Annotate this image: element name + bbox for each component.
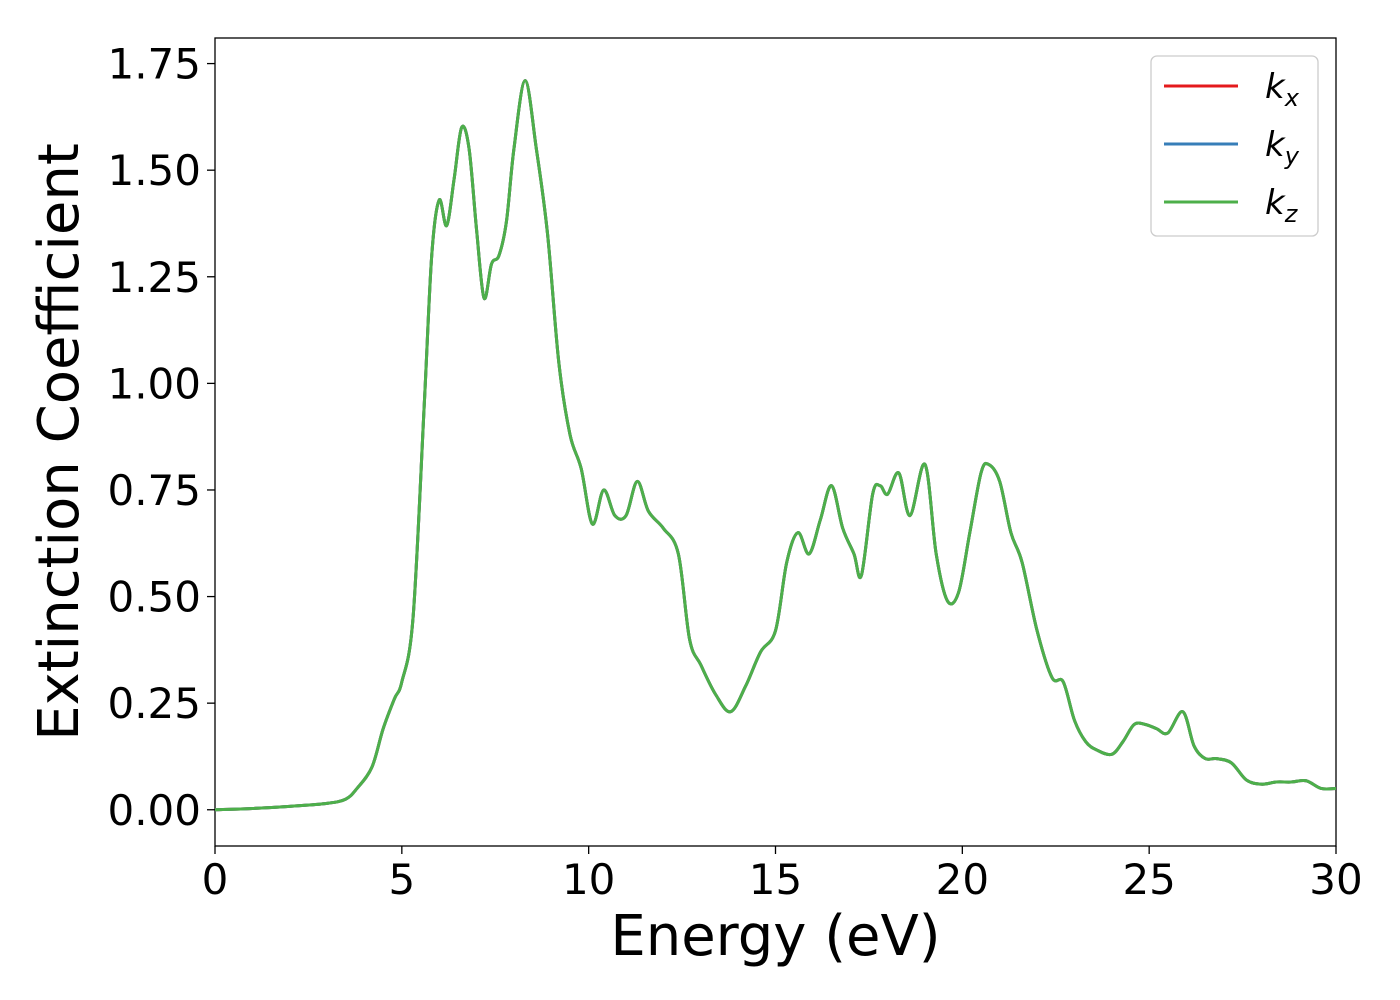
y-tick-label: 0.50 [107, 573, 201, 622]
legend-box [1150, 55, 1319, 237]
legend-entry-y: ky [1164, 125, 1300, 170]
legend-label-subscript: x [1284, 84, 1300, 112]
legend-entry-x: kx [1164, 67, 1300, 112]
legend-label-base: k [1265, 67, 1286, 107]
y-tick-label: 0.00 [107, 786, 201, 835]
series-layer [215, 79, 1336, 812]
x-tick-label: 15 [749, 855, 802, 904]
y-tick-label: 1.50 [107, 146, 201, 195]
legend-label-base: k [1265, 183, 1286, 223]
y-tick-label: 0.25 [107, 679, 201, 728]
x-tick-label: 5 [388, 855, 415, 904]
x-tick-label: 25 [1122, 855, 1175, 904]
y-axis-ticks: 0.00 0.25 0.50 0.75 1.00 1.25 1.50 1.75 [107, 40, 215, 835]
legend-label: kx [1265, 67, 1300, 112]
legend-label-base: k [1265, 125, 1286, 165]
y-axis-label: Extinction Coefficient [27, 143, 92, 741]
legend-label: kz [1265, 183, 1299, 228]
x-tick-label: 10 [562, 855, 615, 904]
y-tick-label: 1.75 [107, 40, 201, 89]
x-tick-label: 0 [202, 855, 229, 904]
series-line-z [215, 79, 1336, 812]
legend-label: ky [1265, 125, 1300, 170]
x-tick-label: 30 [1309, 855, 1362, 904]
y-tick-label: 1.25 [107, 253, 201, 302]
legend-label-subscript: z [1284, 200, 1299, 228]
x-tick-label: 20 [936, 855, 989, 904]
legend-label-subscript: y [1284, 142, 1300, 170]
y-tick-label: 1.00 [107, 359, 201, 408]
x-axis-label: Energy (eV) [610, 904, 940, 969]
legend-entry-z: kz [1164, 183, 1299, 228]
y-tick-label: 0.75 [107, 466, 201, 515]
x-axis-ticks: 0 5 10 15 20 25 30 [202, 846, 1363, 904]
